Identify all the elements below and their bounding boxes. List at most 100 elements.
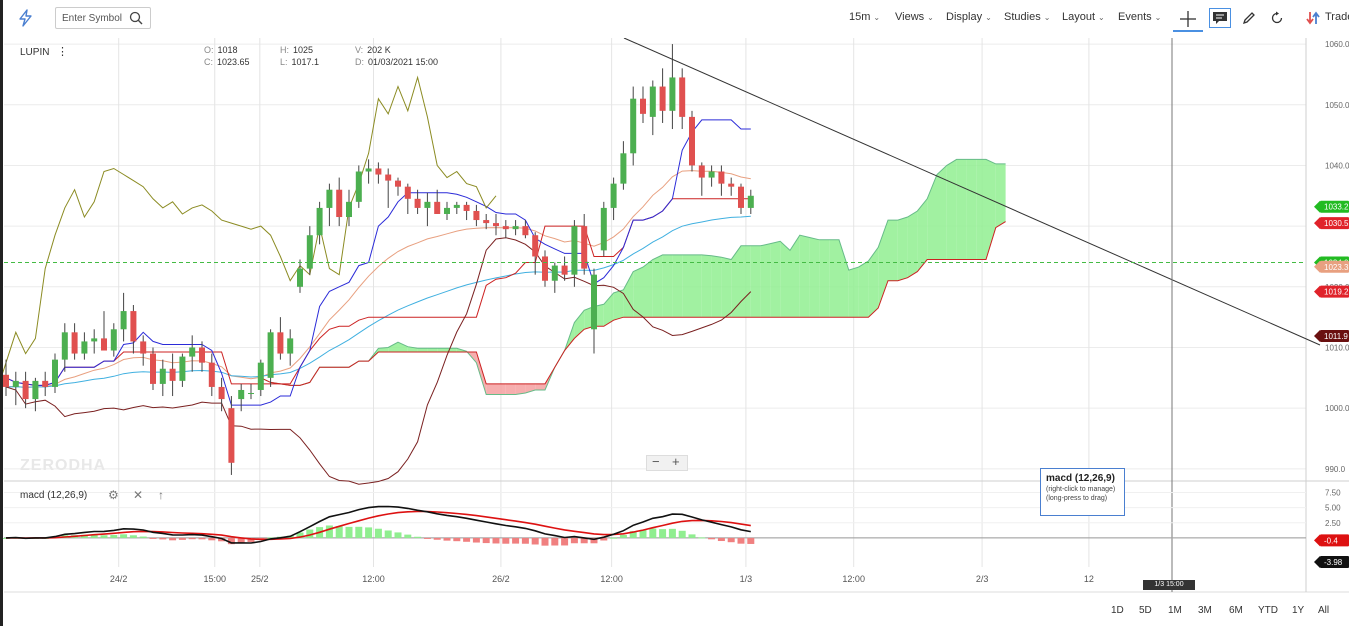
symbol-label[interactable]: LUPIN <box>20 47 50 58</box>
macd-value-tag-label: -3.98 <box>1324 558 1343 567</box>
candle-body <box>404 186 411 199</box>
price-tag: 1030.5 <box>1314 217 1349 230</box>
reset-icon[interactable] <box>1269 10 1285 26</box>
macd-value-tag: -3.98 <box>1314 556 1349 569</box>
candle <box>708 165 715 187</box>
macd-histogram-bar <box>698 537 706 539</box>
cloud-segment <box>652 254 663 318</box>
range-ytd-button[interactable]: YTD <box>1258 605 1278 616</box>
candle-body <box>718 171 725 184</box>
candle <box>659 68 666 123</box>
macd-label[interactable]: macd (12,26,9) <box>20 490 88 501</box>
candle-body <box>747 195 754 208</box>
macd-histogram-bar <box>218 537 226 542</box>
x-tick-label: 12:00 <box>362 574 385 584</box>
candle-body <box>395 180 401 187</box>
range-1d-button[interactable]: 1D <box>1111 605 1124 616</box>
price-tag-label: 1033.2 <box>1324 203 1349 212</box>
price-tag-label: 1011.9 <box>1324 332 1348 341</box>
candle <box>101 311 107 351</box>
cloud-segment <box>672 254 683 318</box>
candle <box>159 359 166 397</box>
range-all-button[interactable]: All <box>1318 605 1330 616</box>
candle <box>169 353 176 397</box>
trade-label[interactable]: Trade <box>1325 11 1349 23</box>
candle <box>316 201 323 245</box>
macd-value-tag: -0.4 <box>1314 534 1349 547</box>
candle-body <box>238 389 245 400</box>
price-tag: 1011.9 <box>1314 329 1349 342</box>
candle <box>630 86 637 166</box>
cloud-segment <box>839 239 849 318</box>
candle <box>444 201 450 221</box>
cloud-segment <box>505 383 516 395</box>
candle <box>306 226 313 275</box>
candle <box>404 183 411 214</box>
interval-menu[interactable]: 15m ⌄ <box>849 11 880 23</box>
cloud-segment <box>819 239 830 318</box>
price-tag: 1033.2 <box>1314 200 1349 213</box>
annotation-button[interactable] <box>1209 8 1231 28</box>
range-6m-button[interactable]: 6M <box>1229 605 1243 616</box>
candle-body <box>3 374 9 387</box>
close-icon[interactable]: ✕ <box>133 488 144 502</box>
candle-body <box>336 189 343 218</box>
range-1y-button[interactable]: 1Y <box>1292 605 1305 616</box>
tenkan-line <box>5 119 751 406</box>
senkou-a-line <box>260 158 1006 395</box>
range-5d-button[interactable]: 5D <box>1139 605 1152 616</box>
candle-body <box>365 168 372 172</box>
macd-histogram-bar <box>570 537 578 544</box>
cloud-segment <box>995 163 1006 228</box>
flash-icon[interactable] <box>17 9 35 27</box>
macd-histogram-bar <box>521 537 529 544</box>
views-menu[interactable]: Views ⌄ <box>895 11 934 23</box>
search-box[interactable] <box>55 7 151 29</box>
cloud-segment <box>790 235 800 318</box>
price-tag-arrow <box>1314 200 1320 213</box>
range-1m-button[interactable]: 1M <box>1168 605 1182 616</box>
studies-menu[interactable]: Studies ⌄ <box>1004 11 1050 23</box>
macd-histogram-bar <box>619 534 627 538</box>
layout-menu[interactable]: Layout ⌄ <box>1062 11 1105 23</box>
candle-body <box>159 368 166 384</box>
candle-body <box>728 183 735 187</box>
cloud-segment <box>476 352 487 395</box>
macd-histogram-bar <box>482 537 490 544</box>
candle-body <box>120 311 127 330</box>
symbol-menu-icon[interactable]: ⋮ <box>57 46 68 58</box>
price-tag-arrow <box>1314 329 1320 342</box>
candle-body <box>698 165 705 178</box>
price-tag-label: 1019.2 <box>1324 288 1349 297</box>
crosshair-button[interactable] <box>1173 6 1203 32</box>
candle-body <box>297 268 303 287</box>
search-icon[interactable] <box>129 11 143 25</box>
macd-histogram-bar <box>227 537 235 545</box>
candle <box>140 335 147 366</box>
search-input[interactable] <box>62 11 126 25</box>
trend-line <box>623 37 1321 346</box>
gear-icon[interactable]: ⚙ <box>108 488 119 502</box>
candle-body <box>375 168 382 175</box>
cloud-segment <box>946 159 957 260</box>
candle-body <box>463 204 470 211</box>
display-menu[interactable]: Display ⌄ <box>946 11 992 23</box>
range-selector: 1D 5D 1M 3M 6M YTD 1Y All <box>3 598 1349 626</box>
pencil-icon[interactable] <box>1241 10 1257 26</box>
zoom-out-button[interactable]: − <box>652 454 660 469</box>
trade-icon[interactable] <box>1305 10 1321 26</box>
macd-histogram-bar <box>590 537 598 544</box>
cloud-segment <box>701 254 712 318</box>
zoom-in-button[interactable]: + <box>672 454 680 469</box>
macd-histogram-bar <box>463 537 471 542</box>
price-tag-arrow <box>1314 260 1320 273</box>
candle-body <box>444 207 450 214</box>
macd-histogram-bar <box>374 528 382 538</box>
arrow-up-icon[interactable]: ↑ <box>158 488 164 502</box>
candle <box>208 353 215 397</box>
candle-body <box>101 338 107 351</box>
events-menu[interactable]: Events ⌄ <box>1118 11 1161 23</box>
display-label: Display <box>946 11 983 23</box>
range-3m-button[interactable]: 3M <box>1198 605 1212 616</box>
